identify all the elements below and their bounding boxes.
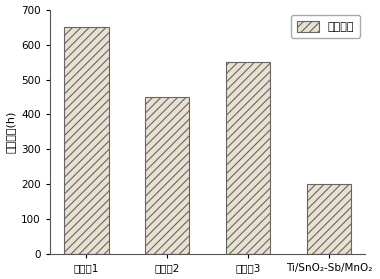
Legend: 电极寿命: 电极寿命 bbox=[291, 15, 360, 38]
Bar bbox=[226, 62, 270, 254]
Bar bbox=[145, 97, 189, 254]
Y-axis label: 电极寿命(h): 电极寿命(h) bbox=[6, 111, 16, 153]
Bar bbox=[64, 27, 109, 254]
Bar bbox=[307, 184, 351, 254]
